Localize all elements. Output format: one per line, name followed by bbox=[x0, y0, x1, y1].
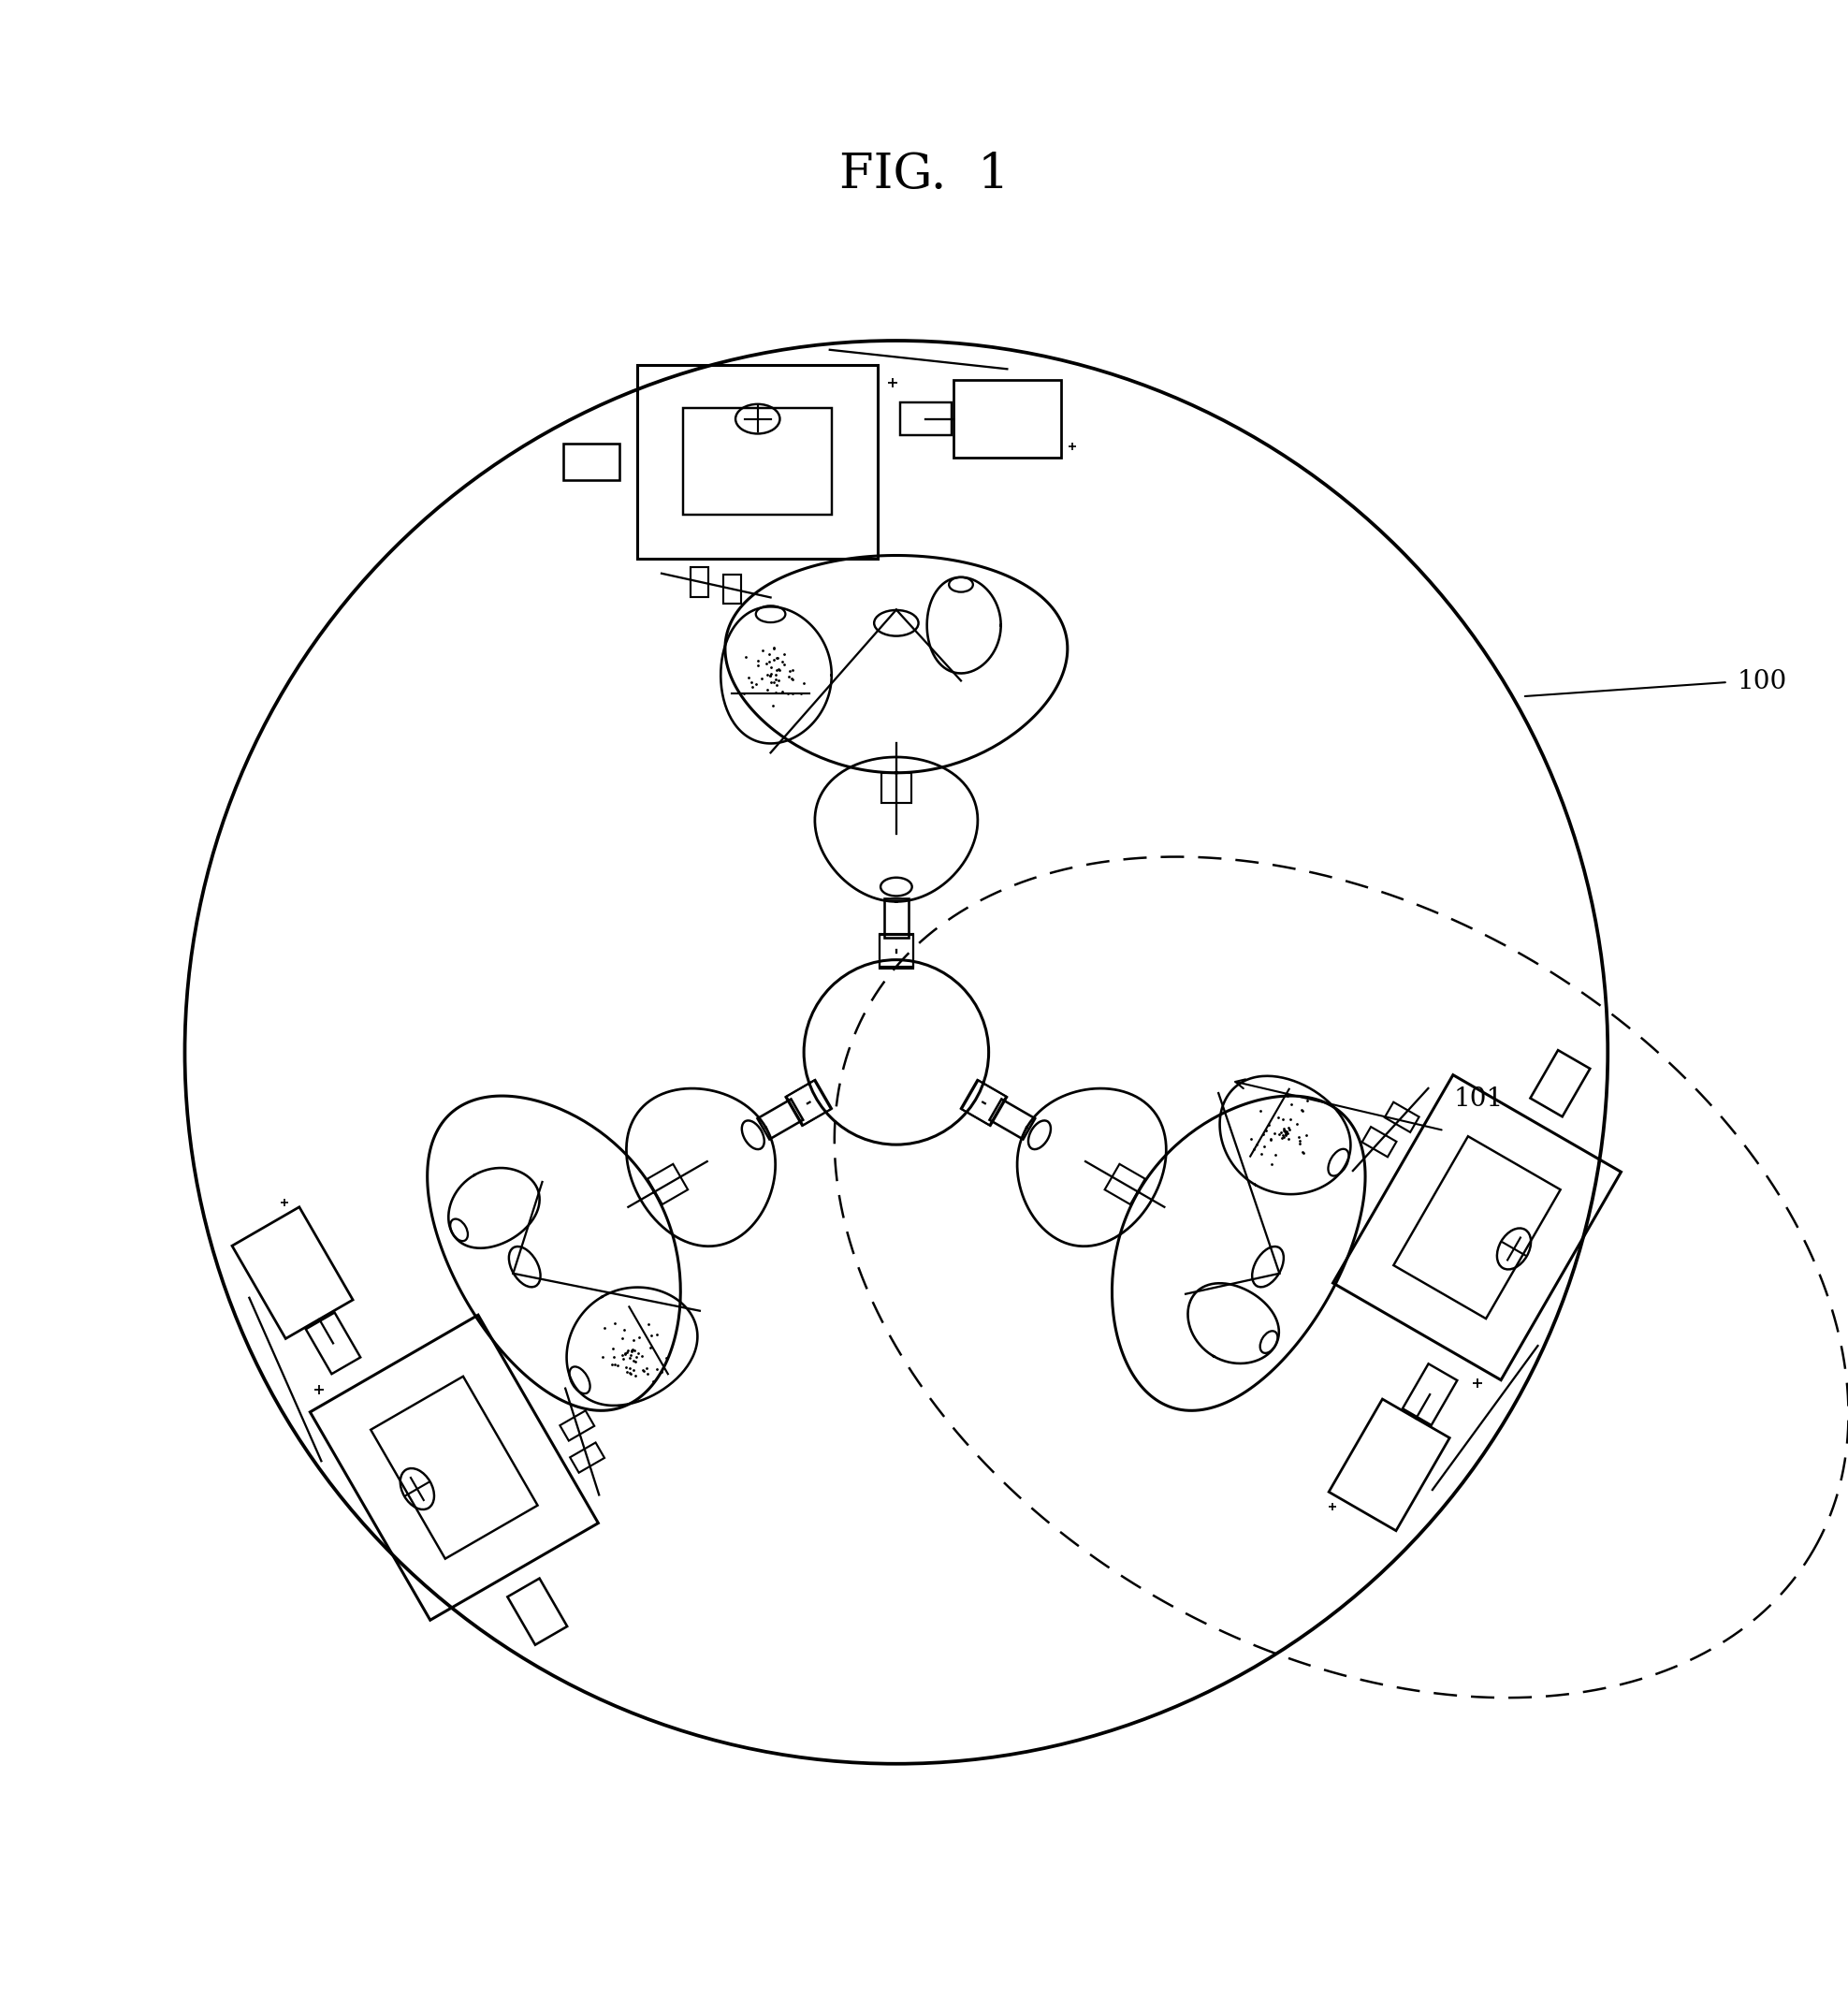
Text: 101: 101 bbox=[1453, 1086, 1502, 1113]
Text: FIG.  1: FIG. 1 bbox=[839, 151, 1009, 197]
Text: 100: 100 bbox=[1737, 670, 1787, 694]
